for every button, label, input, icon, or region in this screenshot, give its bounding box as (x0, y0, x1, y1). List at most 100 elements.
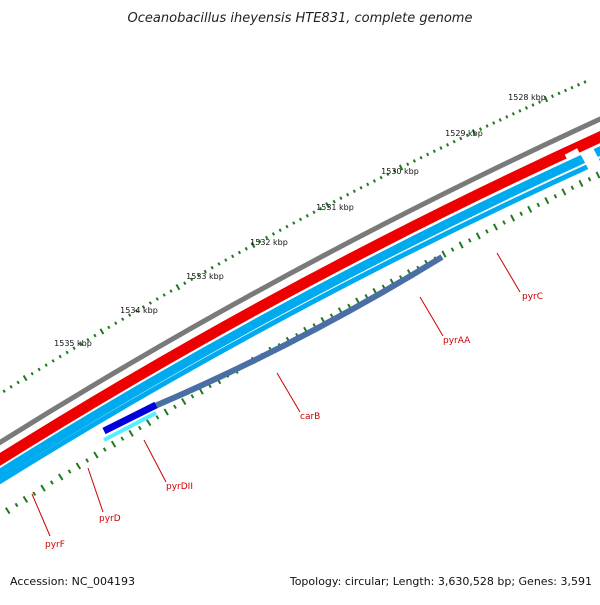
leader-line (87, 467, 104, 513)
tick-dot (134, 309, 139, 313)
tick-dash (510, 214, 516, 222)
tick-dot (250, 241, 256, 249)
tick-dot (419, 155, 423, 160)
tick-dots (2, 80, 587, 393)
kbp-label: 1534 kbp (120, 306, 158, 315)
gene-label-pyrAA[interactable]: pyrAA (443, 336, 471, 346)
tick-dot (439, 146, 443, 150)
leader-line (31, 493, 51, 537)
tick-dot (148, 301, 152, 305)
tick-dot (492, 121, 496, 125)
reverse-gene-track-inner (0, 158, 600, 485)
tick-dash (485, 229, 489, 234)
tick-dash (22, 495, 29, 503)
tick-dot (352, 189, 356, 194)
tick-dash (32, 491, 37, 496)
tick-dash (493, 223, 498, 231)
tick-dash (110, 440, 117, 448)
tick-dash (49, 480, 54, 485)
tick-dot (196, 273, 201, 278)
tick-dash (329, 313, 334, 318)
tick-dash (14, 502, 19, 508)
tick-dot (258, 239, 262, 244)
tick-dash (4, 507, 11, 515)
tick-dot (121, 317, 125, 321)
tick-dot (531, 103, 535, 107)
tick-dash (85, 458, 90, 463)
tick-dot (107, 325, 111, 330)
tick-dash (173, 404, 177, 410)
tick-dash (347, 303, 351, 309)
tick-dot (128, 313, 132, 317)
tick-dot (452, 139, 456, 144)
major-ticks (4, 171, 600, 515)
reverse-gene-track (0, 146, 600, 479)
tick-dot (2, 389, 6, 393)
kbp-label: 1532 kbp (250, 238, 288, 247)
gene-label-pyrC[interactable]: pyrC (522, 292, 543, 302)
tick-dash (364, 294, 369, 299)
tick-dot (346, 192, 350, 197)
tick-dot (265, 235, 269, 240)
tick-dot (22, 374, 28, 382)
tick-dot (9, 384, 13, 389)
tick-dash (102, 447, 107, 452)
genome-backbone (0, 116, 600, 446)
tick-dot (51, 359, 55, 363)
tick-dot (366, 182, 370, 187)
tick-dot (58, 354, 62, 359)
tick-dot (372, 179, 376, 183)
tick-dot (244, 246, 248, 251)
tick-dot (169, 289, 173, 293)
tick-dot (471, 129, 477, 136)
page-title: Oceanobacillus iheyensis HTE831, complet… (128, 11, 473, 26)
gene-label-pyrF[interactable]: pyrF (45, 540, 65, 550)
leader-line (419, 296, 444, 337)
tick-dash (467, 238, 472, 243)
tick-dot (359, 186, 363, 190)
tick-dot (524, 106, 529, 110)
tick-dot (79, 342, 83, 346)
tick-dot (319, 206, 323, 211)
leader-line (276, 372, 301, 413)
kbp-labels: 1528 kbp 1529 kbp 1530 kbp 1531 kbp 1532… (54, 93, 546, 348)
kbp-label: 1530 kbp (381, 167, 419, 176)
tick-dot (465, 133, 469, 138)
tick-dot (30, 371, 34, 376)
kbp-label: 1529 kbp (445, 129, 483, 138)
tick-dot (406, 162, 410, 167)
tick-dash (570, 185, 575, 190)
tick-dot (478, 127, 483, 131)
tick-dot (278, 228, 282, 233)
tick-dot (398, 164, 404, 171)
tick-dot (114, 321, 118, 325)
tick-dash (595, 171, 600, 179)
tick-dash (553, 194, 558, 199)
tick-dash (502, 220, 506, 225)
tick-dash (155, 415, 160, 420)
tick-dash (93, 451, 99, 459)
tick-dot (392, 169, 397, 173)
gene-label-pyrD[interactable]: pyrD (99, 514, 121, 524)
tick-dot (426, 152, 430, 157)
pyrD-highlight (103, 411, 157, 442)
tick-dot (72, 346, 76, 350)
tick-dash (441, 250, 447, 258)
tick-dot (285, 224, 289, 229)
tick-dot (557, 91, 561, 96)
pyrDII-overlay (102, 401, 158, 435)
accession-text: Accession: NC_004193 (10, 575, 135, 588)
tick-dot (298, 217, 303, 222)
kbp-label: 1528 kbp (508, 93, 546, 102)
tick-dot (86, 337, 90, 342)
tick-dash (587, 176, 592, 182)
tick-dot (271, 232, 276, 236)
tick-dot (190, 277, 194, 282)
operon-overlay (153, 254, 444, 409)
tick-dot (93, 333, 97, 338)
gene-label-carB[interactable]: carB (300, 412, 320, 422)
tick-dot (141, 305, 146, 309)
gene-label-pyrDII[interactable]: pyrDII (166, 482, 193, 492)
tick-dot (237, 250, 242, 255)
